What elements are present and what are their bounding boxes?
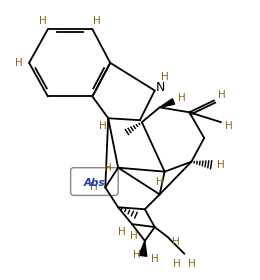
Text: H: H [15,58,23,68]
Text: H: H [172,237,179,247]
Text: H: H [156,177,164,186]
Text: Abs: Abs [84,178,105,188]
Text: H: H [99,121,107,131]
Text: N: N [156,81,165,94]
Text: H: H [104,163,112,173]
Text: H: H [178,94,185,103]
Text: H: H [130,231,138,241]
Text: H: H [217,160,225,170]
FancyBboxPatch shape [71,168,118,195]
Text: H: H [218,90,226,101]
Text: H: H [118,227,126,237]
Text: H: H [161,72,168,82]
Text: H: H [39,16,47,26]
Text: H: H [188,259,196,269]
Text: H: H [94,16,101,26]
Text: H: H [225,121,233,131]
Text: H: H [89,183,97,192]
Polygon shape [160,99,175,107]
Text: H: H [151,254,159,264]
Text: H: H [133,250,141,260]
Text: H: H [173,259,180,269]
Polygon shape [139,241,147,256]
